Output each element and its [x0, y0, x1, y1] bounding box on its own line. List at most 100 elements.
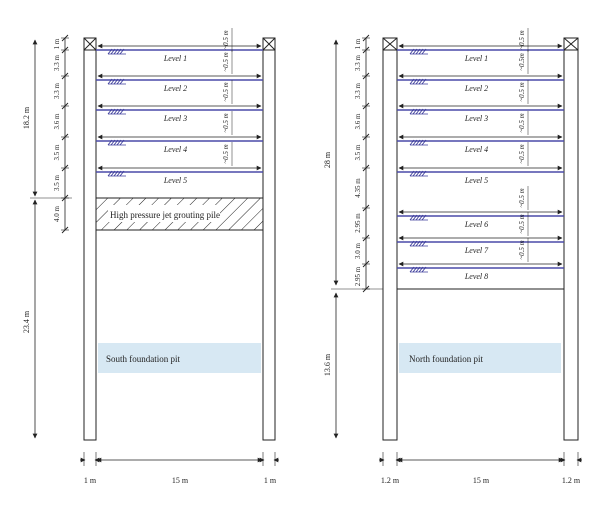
offset-label: ~0.5 m — [518, 188, 526, 207]
segment-label: 3.3 m — [53, 82, 61, 99]
north-strut-level-5: Level 5 — [397, 165, 564, 185]
strut-hatch-mark — [107, 78, 126, 85]
strut-hatch-mark — [409, 170, 428, 177]
north-width-dims: 1.2 m 15 m 1.2 m — [379, 452, 582, 485]
level-label: Level 1 — [163, 54, 187, 63]
offset-label: ~0.5 m — [518, 240, 526, 259]
south-strut-level-3: Level 3 — [96, 103, 263, 123]
south-total-top: 18.2 m — [22, 106, 31, 129]
north-total-top: 28 m — [323, 151, 332, 168]
segment-label: 2.95 m — [354, 213, 362, 233]
offset-label: ~0.5 m — [518, 82, 526, 101]
segment-label: 2.95 m — [354, 266, 362, 286]
offset-label: ~0.5 m — [518, 214, 526, 233]
south-strut-level-2: Level 2 — [96, 73, 263, 93]
south-pit-width: 15 m — [172, 476, 189, 485]
strut-hatch-mark — [409, 139, 428, 146]
strut-hatch-mark — [107, 170, 126, 177]
south-strut-level-5: Level 5 — [96, 165, 263, 185]
north-caption: North foundation pit — [409, 354, 483, 364]
segment-label: 1 m — [354, 38, 362, 49]
south-grout-label: High pressure jet grouting pile — [110, 210, 220, 220]
south-pit: Level 1 Level 2 Level 3 Level 4 Level 5 ~0.5 … — [22, 28, 279, 485]
south-total-bottom: 23.4 m — [22, 310, 31, 333]
south-total-dims: 18.2 m 23.4 m — [22, 39, 72, 439]
strut-hatch-mark — [409, 214, 428, 221]
offset-label: ~0.5 m — [222, 30, 230, 49]
offset-label: ~0.5m — [518, 53, 526, 71]
offset-label: ~0.5 m — [222, 52, 230, 71]
south-left-crown-beam — [83, 37, 97, 51]
south-caption: South foundation pit — [106, 354, 180, 364]
north-left-wall — [382, 37, 398, 441]
north-right-wall-width: 1.2 m — [562, 476, 581, 485]
south-left-wall — [83, 37, 97, 441]
strut-hatch-mark — [107, 48, 126, 55]
segment-label: 3.0 m — [354, 242, 362, 259]
north-strut-level-8: Level 8 — [397, 261, 564, 281]
level-label: Level 4 — [163, 145, 187, 154]
south-offset-labels: ~0.5 m ~0.5 m ~0.5 m ~0.5 m ~0.5 m — [222, 28, 233, 166]
offset-label: ~0.5 m — [222, 82, 230, 101]
level-label: Level 5 — [464, 176, 488, 185]
segment-label: 4.0 m — [53, 205, 61, 222]
north-right-wall — [563, 37, 579, 441]
north-strut-level-6: Level 6 — [397, 209, 564, 229]
segment-label: 4.35 m — [354, 178, 362, 198]
north-pit-width: 15 m — [473, 476, 490, 485]
strut-hatch-mark — [409, 48, 428, 55]
segment-label: 3.6 m — [354, 113, 362, 130]
level-label: Level 3 — [163, 114, 187, 123]
north-left-wall-width: 1.2 m — [381, 476, 400, 485]
south-left-wall-width: 1 m — [84, 476, 97, 485]
segment-label: 3.3 m — [53, 54, 61, 71]
south-right-wall — [262, 37, 276, 441]
segment-label: 1 m — [53, 38, 61, 49]
south-right-wall-width: 1 m — [264, 476, 277, 485]
south-caption-box — [98, 343, 261, 373]
north-strut-level-4: Level 4 — [397, 134, 564, 154]
south-dim-chain: 1 m 3.3 m 3.3 m 3.6 m 3.5 m 3.5 m 4.0 m — [53, 34, 69, 234]
segment-label: 3.5 m — [53, 144, 61, 161]
level-label: Level 6 — [464, 220, 488, 229]
strut-hatch-mark — [107, 108, 126, 115]
level-label: Level 2 — [163, 84, 187, 93]
level-label: Level 8 — [464, 272, 488, 281]
north-strut-level-3: Level 3 — [397, 103, 564, 123]
south-width-dims: 1 m 15 m 1 m — [80, 452, 279, 485]
strut-hatch-mark — [409, 78, 428, 85]
north-pit: Level 1 Level 2 Level 3 Level 4 Level 5 Level… — [323, 28, 582, 485]
strut-hatch-mark — [409, 108, 428, 115]
segment-label: 3.5 m — [354, 144, 362, 161]
south-strut-level-4: Level 4 — [96, 134, 263, 154]
strut-hatch-mark — [409, 266, 428, 273]
north-strut-level-7: Level 7 — [397, 235, 564, 255]
level-label: Level 4 — [464, 145, 488, 154]
north-total-bottom: 13.6 m — [323, 353, 332, 376]
level-label: Level 7 — [464, 246, 489, 255]
level-label: Level 3 — [464, 114, 488, 123]
level-label: Level 1 — [464, 54, 488, 63]
offset-label: ~0.5 m — [518, 113, 526, 132]
strut-hatch-mark — [409, 240, 428, 247]
north-dim-chain: 1 m 3.3 m 3.3 m 3.6 m 3.5 m 4.35 m 2.95 m 3.0 m… — [354, 34, 370, 293]
offset-label: ~0.5 m — [518, 30, 526, 49]
offset-label: ~0.5 m — [222, 144, 230, 163]
offset-label: ~0.5 m — [222, 113, 230, 132]
north-caption-box — [399, 343, 561, 373]
north-offset-labels: ~0.5 m ~0.5m ~0.5 m ~0.5 m ~0.5 m ~0.5 m ~0.5 … — [518, 28, 529, 262]
segment-label: 3.3 m — [354, 82, 362, 99]
level-label: Level 2 — [464, 84, 488, 93]
level-label: Level 5 — [163, 176, 187, 185]
north-left-crown-beam — [382, 37, 398, 51]
strut-hatch-mark — [107, 139, 126, 146]
north-strut-level-2: Level 2 — [397, 73, 564, 93]
segment-label: 3.5 m — [53, 174, 61, 191]
south-strut-level-1: Level 1 — [96, 43, 263, 63]
segment-label: 3.6 m — [53, 113, 61, 130]
south-right-crown-beam — [262, 37, 276, 51]
segment-label: 3.3 m — [354, 54, 362, 71]
north-strut-level-1: Level 1 — [397, 43, 564, 63]
north-right-crown-beam — [563, 37, 579, 51]
